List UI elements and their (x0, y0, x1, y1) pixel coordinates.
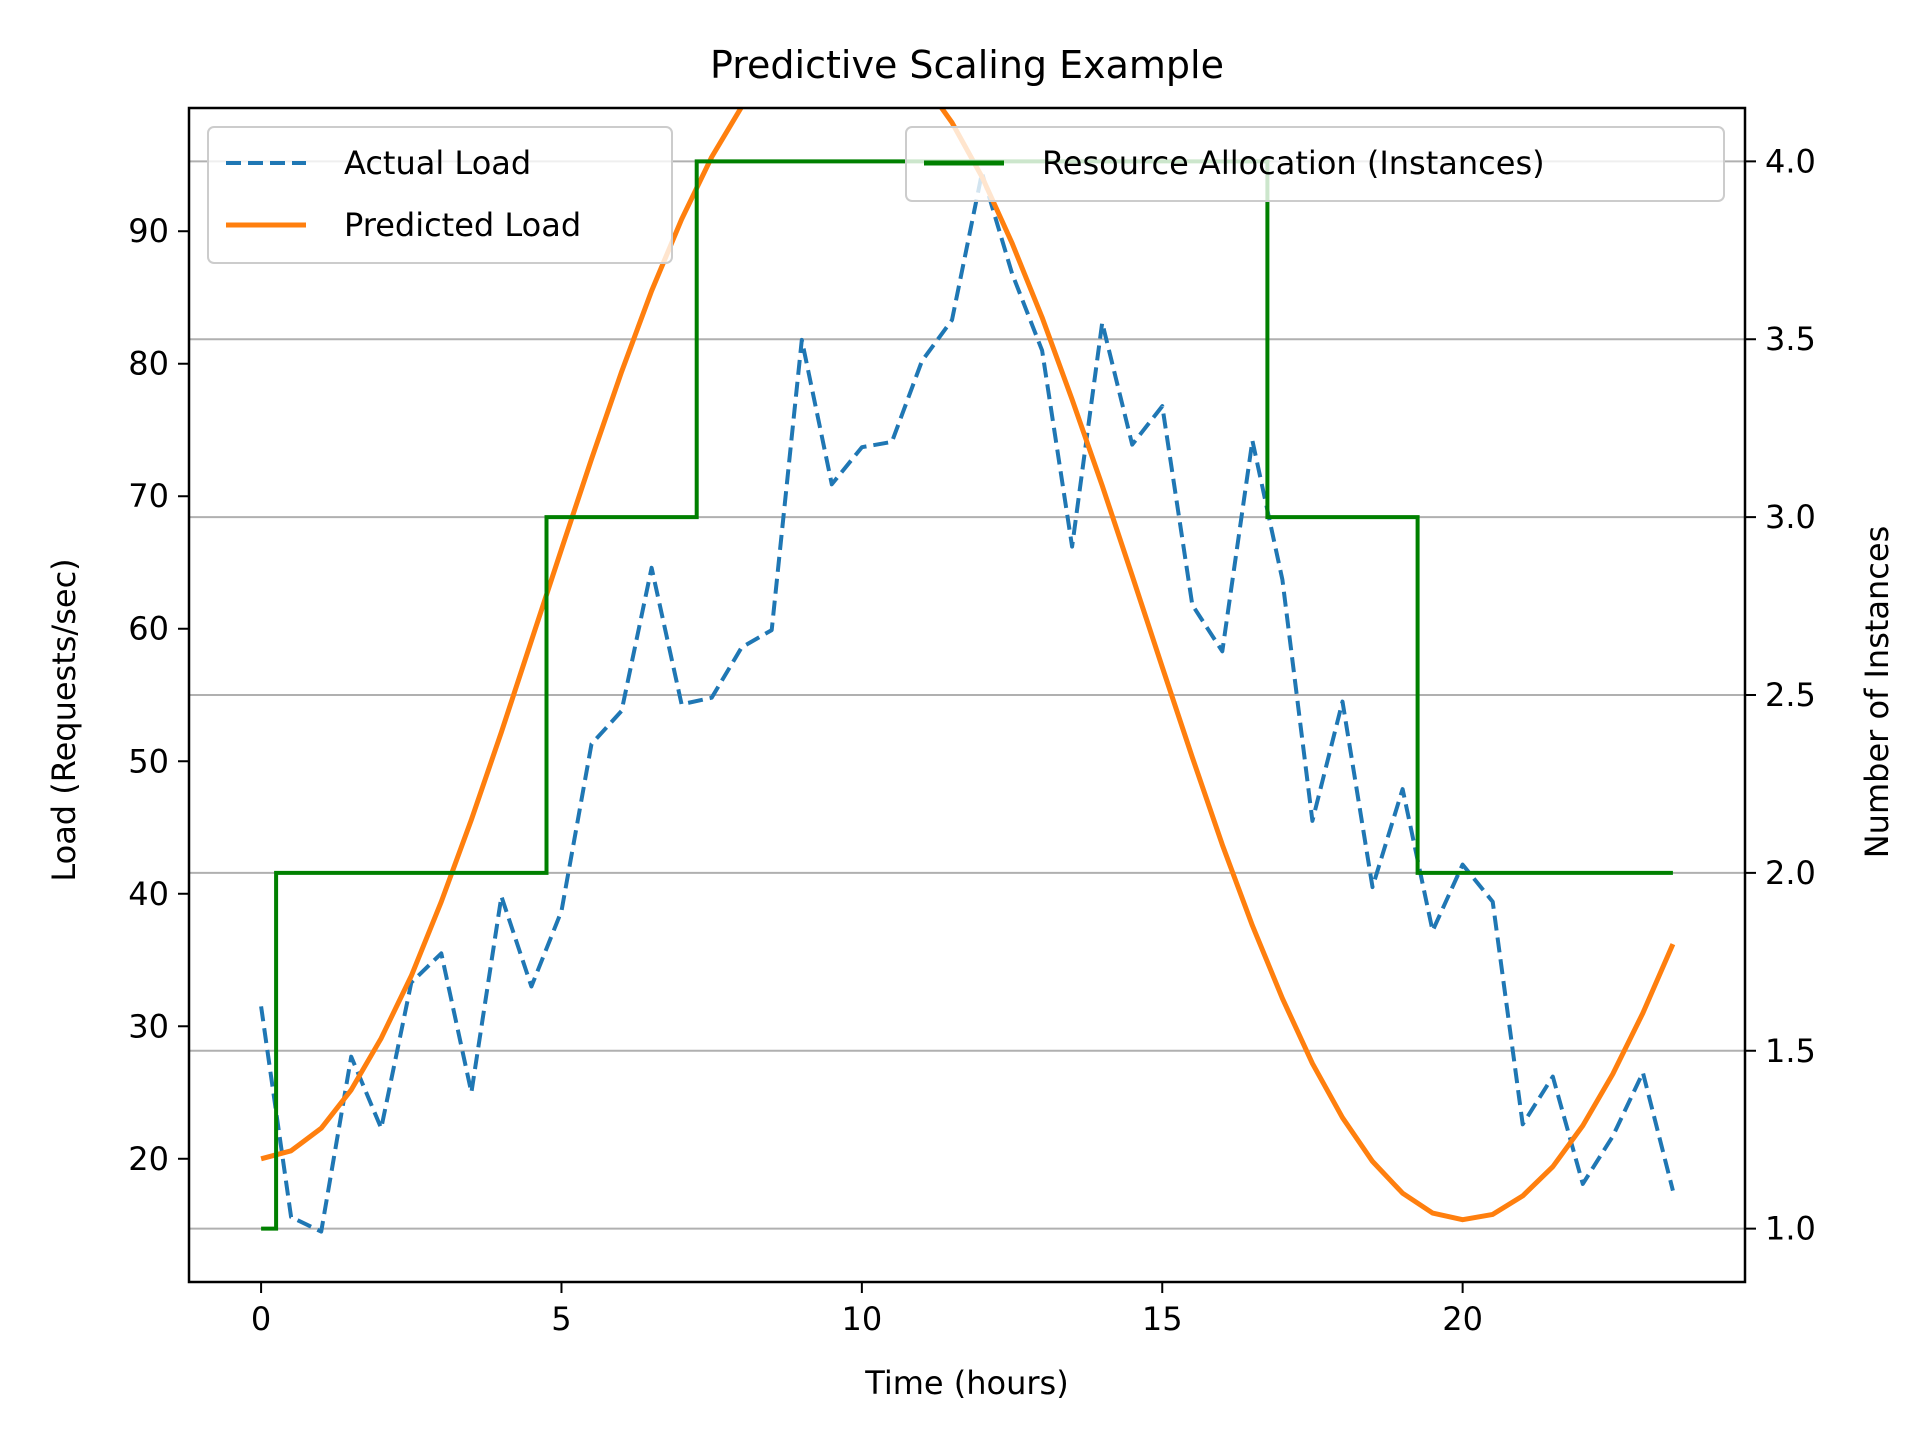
legends: Actual Load Predicted Load Resource Alloca… (207, 126, 1725, 264)
axes: 0 5 10 15 20 20 30 40 50 60 70 80 90 1.0 1.5 2.0 2.5 3.0 3… (128, 106, 1816, 1338)
x-axis-label: Time (hours) (864, 1364, 1068, 1402)
legend-label: Predicted Load (344, 206, 581, 244)
y-tick-label: 80 (128, 345, 169, 383)
y2-tick-label: 3.5 (1765, 320, 1816, 358)
legend-frame (905, 126, 1725, 202)
legend-left: Actual Load Predicted Load (207, 126, 673, 264)
y2-tick-label: 2.0 (1765, 854, 1816, 892)
series-line-actual-load (259, 170, 1675, 1234)
legend-right: Resource Allocation (Instances) (905, 126, 1725, 202)
y2-tick-label: 4.0 (1765, 142, 1816, 180)
x-tick-label: 20 (1442, 1300, 1483, 1338)
x-tick-label: 5 (551, 1300, 571, 1338)
y2-tick-label: 2.5 (1765, 676, 1816, 714)
y-tick-label: 60 (128, 610, 169, 648)
chart-title: Predictive Scaling Example (710, 43, 1224, 87)
x-tick-label: 0 (251, 1300, 271, 1338)
legend-label: Actual Load (344, 144, 531, 182)
y-axis-label: Load (Requests/sec) (45, 558, 83, 881)
y2-tick-label: 3.0 (1765, 498, 1816, 536)
y-tick-label: 30 (128, 1007, 169, 1045)
y-tick-label: 40 (128, 875, 169, 913)
legend-label: Resource Allocation (Instances) (1042, 144, 1545, 182)
y-tick-label: 20 (128, 1140, 169, 1178)
y2-axis-label: Number of Instances (1858, 526, 1896, 859)
y-tick-label: 50 (128, 742, 169, 780)
y-tick-label: 90 (128, 212, 169, 250)
x-tick-label: 15 (1142, 1300, 1183, 1338)
x-tick-label: 10 (842, 1300, 883, 1338)
y-tick-label: 70 (128, 477, 169, 515)
y2-tick-label: 1.0 (1765, 1210, 1816, 1248)
legend-frame (207, 126, 673, 264)
y2-tick-label: 1.5 (1765, 1032, 1816, 1070)
